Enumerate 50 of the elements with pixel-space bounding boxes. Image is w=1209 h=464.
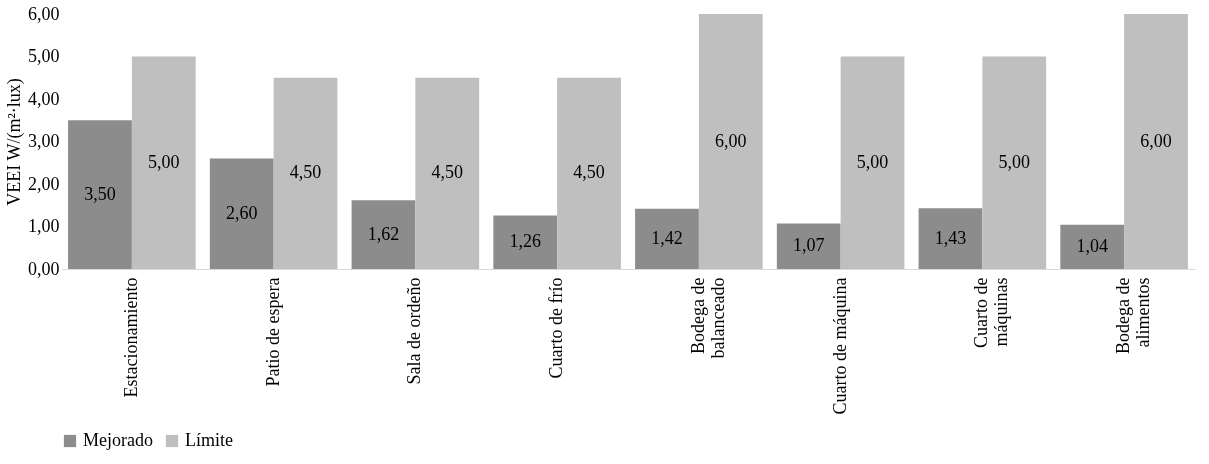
x-tick-label: Estacionamiento xyxy=(120,277,141,398)
data-label: 1,07 xyxy=(792,235,825,256)
y-tick-label: 1,00 xyxy=(28,216,60,236)
bar xyxy=(557,77,621,269)
data-label: 4,50 xyxy=(573,162,605,183)
bar xyxy=(351,200,416,269)
bar xyxy=(982,56,1047,269)
bar xyxy=(635,208,699,269)
bar xyxy=(273,77,338,269)
x-tick-label: Cuarto de frío xyxy=(546,277,567,379)
x-tick-label: Sala de ordeño xyxy=(404,277,425,385)
legend-label: Mejorado xyxy=(83,430,153,450)
data-label: 4,50 xyxy=(431,162,464,183)
x-tick-label: Cuarto de máquina xyxy=(829,277,850,415)
y-tick-label: 6,00 xyxy=(28,3,60,24)
bar xyxy=(918,208,983,269)
data-label: 5,00 xyxy=(148,151,180,172)
data-label: 5,00 xyxy=(998,151,1031,172)
bar xyxy=(493,215,558,269)
data-label: 4,50 xyxy=(289,162,322,183)
y-tick-label: 0,00 xyxy=(28,258,60,279)
bar xyxy=(1060,224,1125,269)
data-label: 1,62 xyxy=(367,223,400,244)
data-label: 1,43 xyxy=(934,227,967,248)
bar xyxy=(840,56,905,269)
data-label: 1,26 xyxy=(509,231,541,252)
data-label: 1,42 xyxy=(651,227,683,248)
y-axis-title: VEEI W/(m²·lux) xyxy=(4,78,25,206)
data-label: 1,04 xyxy=(1076,235,1108,256)
bar xyxy=(131,56,196,269)
bar xyxy=(698,14,763,269)
y-tick-label: 2,00 xyxy=(28,173,60,194)
data-label: 3,50 xyxy=(84,183,116,204)
y-tick-label: 3,00 xyxy=(28,131,60,151)
data-label: 6,00 xyxy=(715,130,747,151)
bar xyxy=(209,158,274,269)
data-label: 6,00 xyxy=(1140,130,1172,151)
y-tick-label: 4,00 xyxy=(28,88,60,109)
x-tick-label: Bodega de alimentos xyxy=(1113,277,1154,354)
x-tick-label: Cuarto de máquinas xyxy=(971,277,1012,348)
bar xyxy=(776,223,841,269)
bar xyxy=(415,77,480,269)
x-tick-label: Bodega de balanceado xyxy=(687,277,728,359)
bar xyxy=(68,120,132,269)
data-label: 2,60 xyxy=(225,202,258,223)
x-tick-label: Patio de espera xyxy=(262,277,283,387)
y-tick-label: 5,00 xyxy=(28,46,60,66)
data-label: 5,00 xyxy=(856,151,889,172)
bar xyxy=(1124,14,1188,269)
legend-label: Límite xyxy=(185,430,233,450)
